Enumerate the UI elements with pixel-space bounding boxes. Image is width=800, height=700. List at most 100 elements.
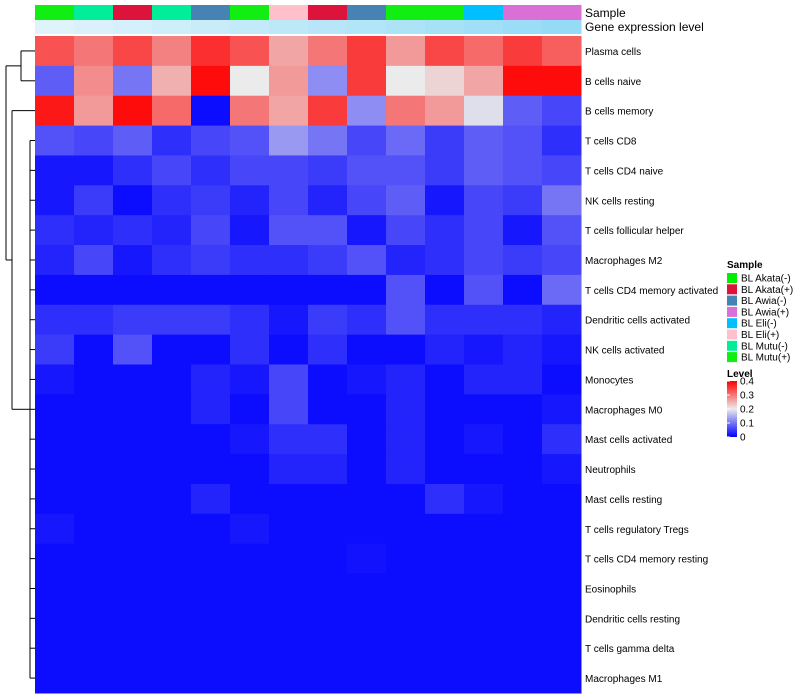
heatmap-cell bbox=[425, 663, 465, 694]
row-label: Neutrophils bbox=[585, 465, 636, 476]
heatmap-cell bbox=[74, 125, 114, 156]
heatmap-cell bbox=[542, 185, 582, 216]
row-label: Macrophages M0 bbox=[585, 405, 663, 416]
legend-level-title: Level bbox=[727, 369, 753, 380]
heatmap-cell bbox=[74, 603, 114, 634]
heatmap-cell bbox=[113, 304, 153, 336]
heatmap-cell bbox=[113, 245, 153, 276]
heatmap-cell bbox=[425, 334, 465, 365]
legend-sample-label: BL Akata(-) bbox=[741, 274, 791, 285]
heatmap-cell bbox=[464, 513, 504, 545]
sample-annotation-cell bbox=[191, 5, 231, 20]
heatmap-cell bbox=[308, 483, 348, 515]
heatmap-cell bbox=[74, 65, 114, 97]
heatmap-cell bbox=[464, 603, 504, 634]
heatmap-cell bbox=[74, 424, 114, 455]
heatmap-cell bbox=[503, 424, 543, 455]
heatmap-cell bbox=[35, 513, 75, 545]
heatmap-cell bbox=[464, 364, 504, 395]
heatmap-cell bbox=[386, 304, 426, 336]
heatmap-cell bbox=[152, 454, 192, 485]
heatmap-cell bbox=[113, 125, 153, 156]
heatmap-cell bbox=[386, 274, 426, 306]
heatmap-cell bbox=[542, 573, 582, 604]
legend-sample-label: BL Eli(+) bbox=[741, 330, 779, 341]
row-label: B cells memory bbox=[585, 107, 653, 118]
heatmap-cell bbox=[269, 215, 309, 246]
heatmap-cell bbox=[230, 573, 270, 604]
heatmap-cell bbox=[269, 633, 309, 664]
row-label: T cells CD8 bbox=[585, 137, 637, 148]
heatmap-cell bbox=[152, 483, 192, 515]
heatmap-cell bbox=[464, 36, 504, 67]
heatmap-cell bbox=[269, 36, 309, 67]
heatmap-cell bbox=[503, 483, 543, 515]
heatmap-cell bbox=[386, 65, 426, 97]
heatmap-cell bbox=[542, 454, 582, 485]
heatmap-cell bbox=[74, 483, 114, 515]
sample-annotation-cell bbox=[113, 5, 153, 20]
heatmap-cell bbox=[35, 633, 75, 664]
heatmap-cell bbox=[503, 394, 543, 425]
row-label: T cells CD4 memory activated bbox=[585, 286, 718, 297]
heatmap-cell bbox=[35, 663, 75, 694]
heatmap-cell bbox=[425, 573, 465, 604]
heatmap-cell bbox=[35, 304, 75, 336]
heatmap-cell bbox=[191, 663, 231, 694]
heatmap-cell bbox=[152, 95, 192, 127]
heatmap-cell bbox=[503, 95, 543, 127]
heatmap-cell bbox=[74, 36, 114, 67]
heatmap-cell bbox=[308, 36, 348, 67]
heatmap-cell bbox=[113, 513, 153, 545]
heatmap-cell bbox=[35, 483, 75, 515]
heatmap-cell bbox=[308, 633, 348, 664]
heatmap-cell bbox=[542, 364, 582, 395]
heatmap-cell bbox=[152, 513, 192, 545]
sample-annotation-cell bbox=[74, 5, 114, 20]
heatmap-cell bbox=[503, 603, 543, 634]
row-label: T cells gamma delta bbox=[585, 644, 675, 655]
heatmap-cell bbox=[191, 304, 231, 336]
heatmap-cell bbox=[152, 215, 192, 246]
heatmap-cell bbox=[308, 65, 348, 97]
heatmap-cell bbox=[113, 573, 153, 604]
heatmap-cell bbox=[308, 543, 348, 575]
heatmap-cell bbox=[35, 155, 75, 186]
heatmap-cell bbox=[425, 513, 465, 545]
heatmap-cell bbox=[542, 543, 582, 575]
legend-sample-swatch bbox=[727, 295, 737, 306]
heatmap-cell bbox=[464, 304, 504, 336]
heatmap-cell bbox=[152, 663, 192, 694]
sample-annotation-cell bbox=[503, 5, 543, 20]
heatmap-cell bbox=[230, 633, 270, 664]
heatmap-cell bbox=[503, 65, 543, 97]
sample-annotation-cell bbox=[152, 5, 192, 20]
heatmap-cell bbox=[542, 155, 582, 186]
heatmap-cell bbox=[425, 304, 465, 336]
heatmap-cell bbox=[425, 125, 465, 156]
heatmap-cell bbox=[425, 454, 465, 485]
heatmap-cell bbox=[542, 65, 582, 97]
heatmap-cell bbox=[113, 65, 153, 97]
heatmap-cell bbox=[152, 394, 192, 425]
heatmap-cell bbox=[386, 663, 426, 694]
heatmap-cell bbox=[191, 454, 231, 485]
heatmap-cell bbox=[269, 304, 309, 336]
heatmap-cell bbox=[191, 573, 231, 604]
legend-level-gradient bbox=[727, 381, 737, 437]
heatmap-cell bbox=[230, 394, 270, 425]
row-labels: Plasma cells B cells naive B cells memory T… bbox=[585, 47, 718, 685]
heatmap-cell bbox=[503, 513, 543, 545]
heatmap-cell bbox=[386, 245, 426, 276]
heatmap-cell bbox=[347, 245, 387, 276]
heatmap-cell bbox=[542, 274, 582, 306]
heatmap-cell bbox=[230, 483, 270, 515]
heatmap-cell bbox=[542, 215, 582, 246]
heatmap-cell bbox=[152, 543, 192, 575]
heatmap-cell bbox=[152, 603, 192, 634]
heatmap-cell bbox=[191, 513, 231, 545]
heatmap-cell bbox=[386, 95, 426, 127]
sample-annotation-cell bbox=[347, 5, 387, 20]
heatmap-cell bbox=[269, 155, 309, 186]
heatmap-cell bbox=[308, 603, 348, 634]
